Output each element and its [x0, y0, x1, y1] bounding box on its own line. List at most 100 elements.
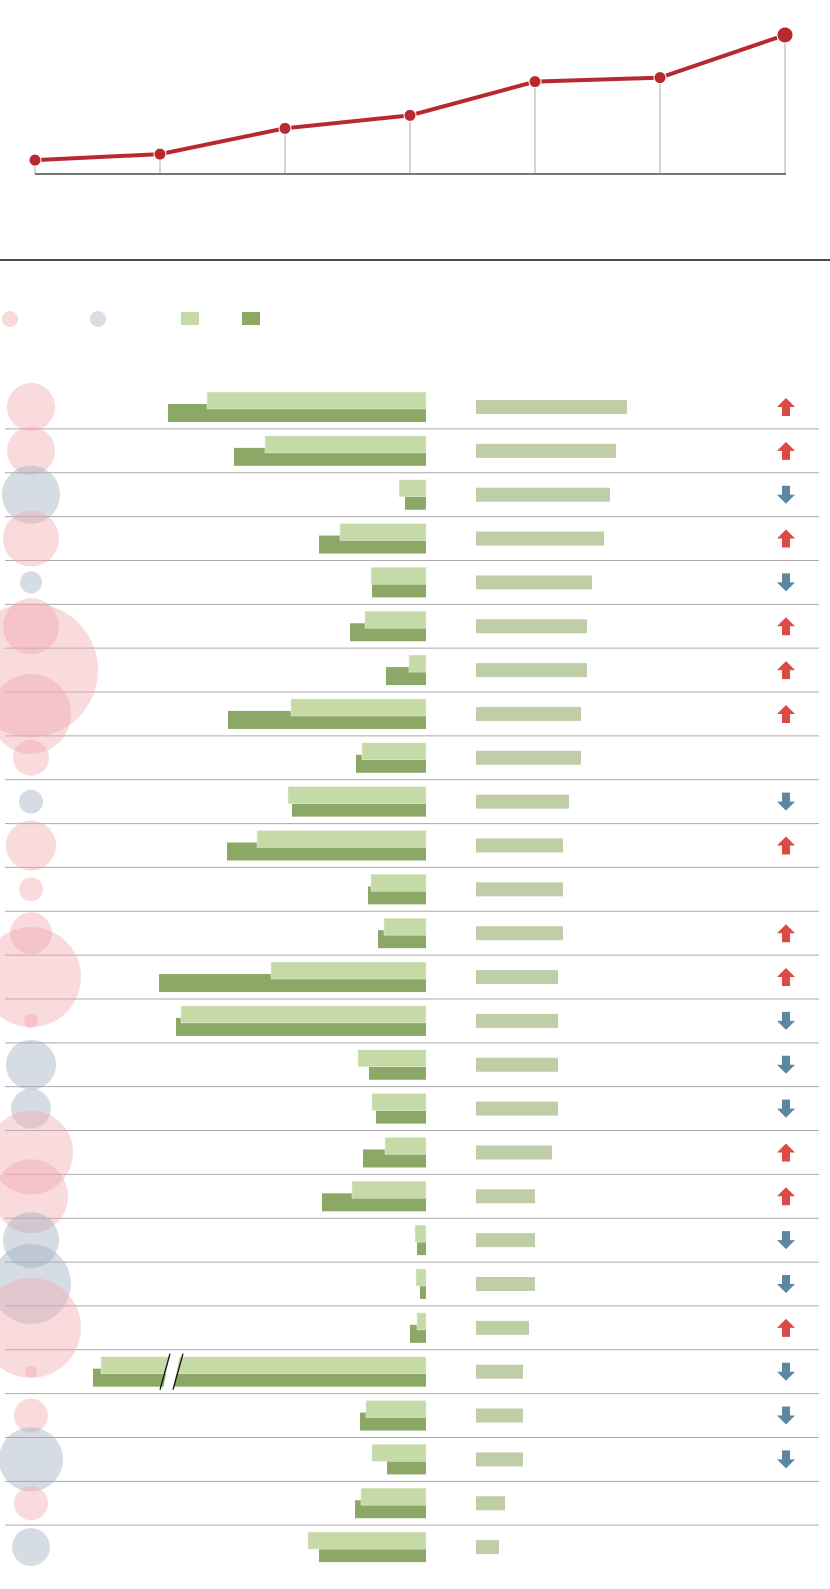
bar-right — [476, 926, 563, 941]
row-circle — [10, 912, 52, 955]
bar-light — [357, 1049, 427, 1067]
bar-light — [415, 1268, 427, 1287]
data-point — [528, 75, 542, 89]
row-circle — [20, 571, 42, 594]
bar-right — [476, 1057, 558, 1072]
bar-light — [370, 567, 427, 585]
legend-bar-dark — [242, 312, 260, 325]
arrow-down-icon — [777, 1011, 795, 1030]
bar-right — [476, 1013, 558, 1028]
arrow-up-icon — [777, 968, 795, 987]
bar-light — [206, 391, 427, 410]
bar-light — [100, 1356, 427, 1374]
row-circle — [6, 820, 56, 871]
bar-light — [365, 1400, 427, 1418]
circle-layer — [0, 383, 98, 1567]
bar-right — [476, 619, 587, 634]
arrow-up-icon — [777, 1318, 795, 1337]
arrow-down-icon — [777, 485, 795, 504]
bar-light — [371, 1444, 427, 1462]
arrow-down-icon — [777, 792, 795, 811]
row-circle — [7, 383, 55, 431]
bar-light — [398, 479, 427, 497]
arrow-up-icon — [777, 924, 795, 943]
bar-dark — [417, 1237, 426, 1256]
bar-right — [476, 970, 558, 985]
bar-right — [476, 706, 581, 721]
arrow-down-icon — [777, 573, 795, 592]
arrow-down-icon — [777, 1099, 795, 1118]
bar-right — [476, 750, 581, 765]
bar-light — [371, 1093, 427, 1111]
data-point — [28, 153, 42, 167]
bar-light — [270, 961, 427, 980]
row-circle — [0, 603, 98, 738]
bar-light — [361, 742, 427, 761]
arrow-down-icon — [777, 1231, 795, 1250]
line-chart — [28, 26, 794, 175]
axis-break-mark — [172, 1353, 184, 1390]
legend-circle-blue — [90, 311, 106, 327]
row-circle — [0, 1159, 68, 1234]
bar-right — [476, 663, 587, 678]
data-point — [278, 121, 292, 135]
row-circle — [14, 1486, 48, 1521]
bar-right — [476, 531, 604, 546]
bar-light — [408, 654, 427, 673]
row-circle — [3, 1212, 59, 1269]
arrow-up-icon — [777, 1143, 795, 1162]
row-circle — [11, 1088, 51, 1129]
axis-break-mark — [159, 1353, 171, 1390]
arrow-up-icon — [777, 661, 795, 680]
bar-light — [180, 1005, 427, 1024]
row-circle — [6, 1039, 56, 1090]
bar-light — [360, 1488, 427, 1506]
row-circle — [0, 1427, 63, 1492]
legend-circle-pink — [2, 311, 18, 327]
row-circle — [0, 1110, 73, 1195]
bar-light — [370, 874, 427, 892]
bar-right — [476, 1320, 529, 1335]
bar-right — [476, 838, 563, 853]
bar-right — [476, 1452, 523, 1467]
arrow-down-icon — [777, 1055, 795, 1074]
arrow-down-icon — [777, 1275, 795, 1293]
bar-light — [364, 611, 427, 629]
bar-right — [476, 1233, 535, 1248]
bar-light — [256, 830, 427, 848]
bar-dark — [420, 1281, 426, 1299]
bar-right — [476, 487, 610, 502]
bar-light — [339, 523, 427, 541]
arrow-up-icon — [777, 617, 795, 636]
arrow-up-icon — [777, 529, 795, 548]
arrow-down-icon — [777, 1362, 795, 1381]
bar-right — [476, 1145, 552, 1160]
bar-layer — [93, 391, 795, 1563]
row-circle — [0, 1277, 81, 1378]
arrow-down-icon — [777, 1406, 795, 1425]
arrow-up-icon — [777, 836, 795, 855]
bar-right — [476, 882, 563, 897]
bar-light — [264, 435, 427, 454]
row-circle — [7, 426, 55, 475]
data-point — [776, 26, 794, 44]
row-circle — [3, 598, 59, 655]
bar-light — [351, 1181, 427, 1199]
bar-light — [383, 917, 427, 936]
bar-light — [290, 698, 427, 717]
bar-right — [476, 1364, 523, 1379]
bar-right — [476, 1189, 535, 1204]
bar-light — [416, 1312, 427, 1331]
bar-right — [476, 794, 569, 809]
axis-break-gap — [163, 1354, 180, 1389]
row-circle — [13, 739, 49, 776]
bar-right — [476, 1408, 523, 1423]
row-circle — [0, 1244, 71, 1324]
bar-right — [476, 1277, 535, 1291]
row-circle — [24, 1013, 38, 1028]
legend — [2, 311, 260, 327]
row-circle — [19, 789, 43, 814]
bar-right — [476, 400, 627, 414]
arrow-up-icon — [777, 1187, 795, 1206]
